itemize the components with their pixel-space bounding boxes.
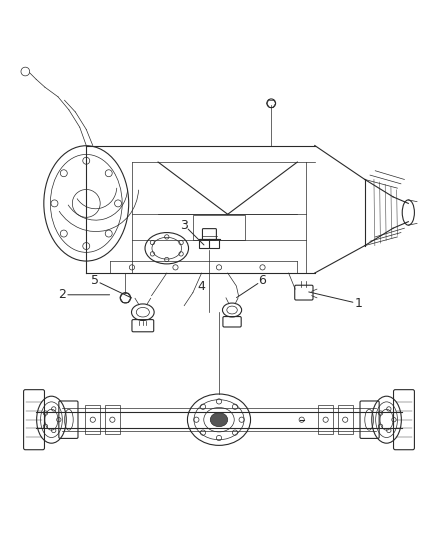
Text: 6: 6 <box>258 274 266 287</box>
Text: 3: 3 <box>180 219 188 232</box>
Ellipse shape <box>210 413 228 426</box>
Text: 5: 5 <box>91 274 99 287</box>
Text: 1: 1 <box>354 297 362 310</box>
Text: 2: 2 <box>58 288 66 301</box>
Text: 4: 4 <box>198 280 205 294</box>
